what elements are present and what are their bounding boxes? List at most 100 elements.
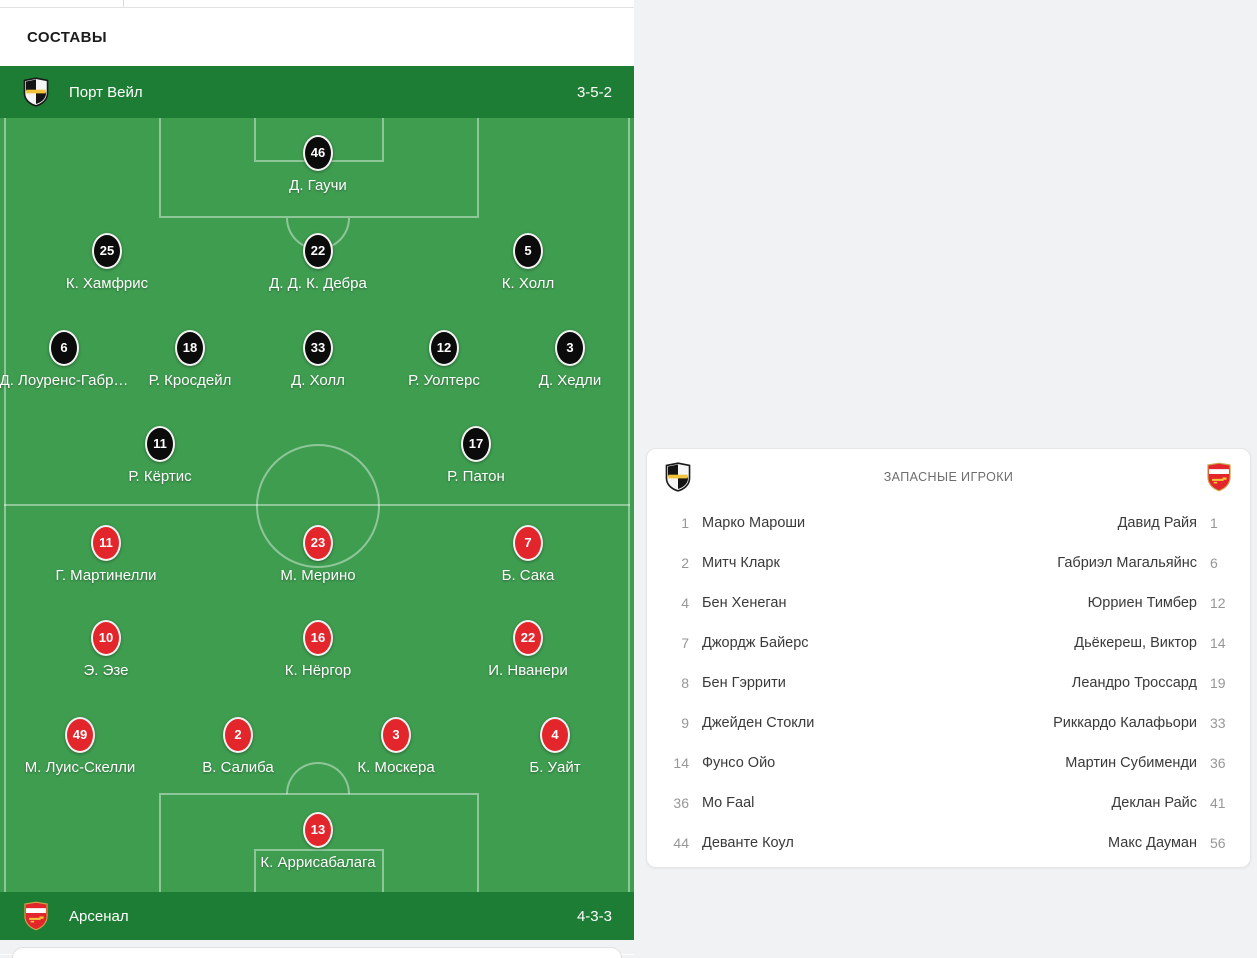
player-marker[interactable]: 12 Р. Уолтерс: [408, 330, 480, 389]
player-name: Р. Кросдейл: [148, 372, 232, 389]
player-number: 3: [381, 717, 411, 753]
player-marker[interactable]: 2 В. Салиба: [202, 717, 274, 776]
player-marker[interactable]: 46 Д. Гаучи: [289, 135, 347, 194]
substitute-row[interactable]: 2 Митч Кларк Габриэл Магальяйнс 6: [647, 543, 1250, 583]
lineups-section-title: СОСТАВЫ: [0, 8, 634, 66]
player-marker[interactable]: 22 Д. Д. К. Дебра: [269, 233, 367, 292]
substitutes-rows: 1 Марко Мароши Давид Райя 1 2 Митч Кларк…: [647, 501, 1250, 865]
player-marker[interactable]: 5 К. Холл: [502, 233, 554, 292]
substitutes-card: ЗАПАСНЫЕ ИГРОКИ 1 Марко Мароши Давид Рай…: [646, 448, 1251, 868]
player-marker[interactable]: 49 М. Луис-Скелли: [25, 717, 135, 776]
substitute-row[interactable]: 9 Джейден Стокли Риккардо Калафьори 33: [647, 703, 1250, 743]
away-sub-number: 33: [1210, 715, 1226, 731]
player-marker[interactable]: 4 Б. Уайт: [529, 717, 581, 776]
player-number: 49: [65, 717, 95, 753]
player-number: 3: [555, 330, 585, 366]
player-name: М. Мерино: [280, 567, 356, 584]
player-marker[interactable]: 3 К. Москера: [357, 717, 435, 776]
port-vale-crest-icon: [22, 77, 50, 107]
player-number: 10: [91, 620, 121, 656]
away-sub-number: 1: [1210, 515, 1218, 531]
away-sub-number: 41: [1210, 795, 1226, 811]
player-name: Д. Д. К. Дебра: [269, 275, 367, 292]
away-team-bar[interactable]: Арсенал 4-3-3: [0, 892, 634, 940]
player-marker[interactable]: 3 Д. Хедли: [539, 330, 601, 389]
substitute-row[interactable]: 1 Марко Мароши Давид Райя 1: [647, 503, 1250, 543]
substitute-row[interactable]: 7 Джордж Байерс Дьёкереш, Виктор 14: [647, 623, 1250, 663]
away-sub-name: Деклан Райс: [1111, 795, 1197, 811]
arsenal-crest-icon: [1205, 462, 1233, 492]
home-team-name: Порт Вейл: [69, 83, 143, 101]
substitute-row[interactable]: 14 Фунсо Ойо Мартин Субименди 36: [647, 743, 1250, 783]
away-sub-number: 56: [1210, 835, 1226, 851]
top-strip-divider: [123, 0, 124, 7]
player-name: Э. Эзе: [83, 662, 129, 679]
player-marker[interactable]: 33 Д. Холл: [291, 330, 345, 389]
away-sub-name: Дьёкереш, Виктор: [1074, 635, 1197, 651]
player-marker[interactable]: 25 К. Хамфрис: [66, 233, 148, 292]
player-marker[interactable]: 6 Д. Лоуренс-Габр…: [0, 330, 128, 389]
home-sub-number: 8: [681, 675, 689, 691]
substitute-row[interactable]: 4 Бен Хенеган Юрриен Тимбер 12: [647, 583, 1250, 623]
home-sub-name: Бен Гэррити: [702, 675, 786, 691]
away-sub-name: Давид Райя: [1117, 515, 1197, 531]
away-sub-name: Юрриен Тимбер: [1087, 595, 1197, 611]
player-marker[interactable]: 13 К. Аррисабалага: [260, 812, 376, 871]
substitute-row[interactable]: 8 Бен Гэррити Леандро Троссард 19: [647, 663, 1250, 703]
player-number: 2: [223, 717, 253, 753]
center-circle: [256, 444, 380, 568]
player-number: 6: [49, 330, 79, 366]
player-number: 12: [429, 330, 459, 366]
home-sub-number: 9: [681, 715, 689, 731]
substitutes-title: ЗАПАСНЫЕ ИГРОКИ: [883, 470, 1014, 484]
away-sub-number: 6: [1210, 555, 1218, 571]
home-sub-number: 7: [681, 635, 689, 651]
away-sub-name: Макс Дауман: [1108, 835, 1197, 851]
substitutes-header: ЗАПАСНЫЕ ИГРОКИ: [647, 449, 1250, 501]
player-name: К. Аррисабалага: [260, 854, 376, 871]
player-marker[interactable]: 17 Р. Патон: [447, 426, 505, 485]
away-sub-number: 14: [1210, 635, 1226, 651]
player-number: 25: [92, 233, 122, 269]
home-team-bar[interactable]: Порт Вейл 3-5-2: [0, 66, 634, 118]
substitute-row[interactable]: 44 Деванте Коул Макс Дауман 56: [647, 823, 1250, 863]
player-number: 46: [303, 135, 333, 171]
away-sub-name: Риккардо Калафьори: [1053, 715, 1197, 731]
player-number: 13: [303, 812, 333, 848]
home-sub-name: Бен Хенеган: [702, 595, 787, 611]
player-number: 4: [540, 717, 570, 753]
player-number: 11: [91, 525, 121, 561]
player-marker[interactable]: 22 И. Нванери: [488, 620, 568, 679]
top-strip: [0, 0, 634, 8]
player-number: 7: [513, 525, 543, 561]
player-name: К. Хамфрис: [65, 275, 149, 292]
pitch-boundary-line: [4, 118, 630, 892]
player-number: 17: [461, 426, 491, 462]
player-marker[interactable]: 11 Р. Кёртис: [128, 426, 192, 485]
player-number: 5: [513, 233, 543, 269]
away-sub-number: 19: [1210, 675, 1226, 691]
player-name: И. Нванери: [488, 662, 568, 679]
player-marker[interactable]: 23 М. Мерино: [280, 525, 356, 584]
player-marker[interactable]: 7 Б. Сака: [502, 525, 554, 584]
home-sub-name: Джордж Байерс: [702, 635, 809, 651]
goal-box-bottom: [254, 849, 384, 892]
player-marker[interactable]: 10 Э. Эзе: [84, 620, 128, 679]
player-number: 11: [145, 426, 175, 462]
player-number: 18: [175, 330, 205, 366]
away-sub-name: Габриэл Магальяйнс: [1057, 555, 1197, 571]
player-name: К. Нёргор: [284, 662, 352, 679]
player-marker[interactable]: 11 Г. Мартинелли: [56, 525, 156, 584]
home-sub-name: Джейден Стокли: [702, 715, 815, 731]
player-marker[interactable]: 18 Р. Кросдейл: [149, 330, 231, 389]
player-name: Д. Холл: [291, 372, 345, 389]
player-name: Р. Кёртис: [128, 468, 192, 485]
player-name: К. Холл: [501, 275, 555, 292]
player-number: 22: [303, 233, 333, 269]
home-sub-name: Фунсо Ойо: [702, 755, 776, 771]
player-number: 33: [303, 330, 333, 366]
player-name: В. Салиба: [202, 759, 274, 776]
player-marker[interactable]: 16 К. Нёргор: [285, 620, 351, 679]
home-sub-number: 1: [681, 515, 689, 531]
substitute-row[interactable]: 36 Mo Faal Деклан Райс 41: [647, 783, 1250, 823]
